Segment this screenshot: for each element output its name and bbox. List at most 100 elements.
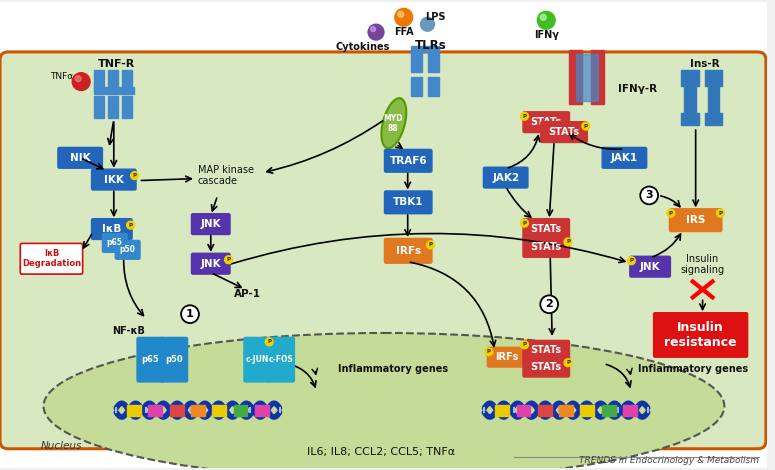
Text: P: P: [522, 114, 526, 119]
Text: P: P: [629, 258, 633, 263]
Circle shape: [628, 257, 635, 265]
Circle shape: [368, 24, 384, 40]
Bar: [680, 113, 698, 125]
Text: c-FOS: c-FOS: [269, 355, 294, 364]
FancyBboxPatch shape: [523, 357, 570, 377]
FancyBboxPatch shape: [541, 122, 587, 142]
Bar: [94, 96, 104, 118]
Text: AP-1: AP-1: [234, 290, 261, 299]
Bar: [255, 405, 269, 415]
Text: P: P: [584, 124, 587, 129]
FancyBboxPatch shape: [602, 148, 646, 168]
Bar: [411, 46, 439, 52]
Text: Nucleus: Nucleus: [40, 441, 82, 451]
Text: p50: p50: [119, 245, 136, 254]
FancyBboxPatch shape: [653, 313, 748, 357]
Text: TNFα: TNFα: [50, 72, 73, 81]
FancyBboxPatch shape: [487, 347, 526, 367]
FancyBboxPatch shape: [244, 337, 270, 382]
Text: TRENDS in Endocrinology & Metabolism: TRENDS in Endocrinology & Metabolism: [579, 456, 759, 465]
FancyBboxPatch shape: [670, 209, 722, 232]
Circle shape: [716, 209, 725, 217]
Text: IκB
Degradation: IκB Degradation: [22, 249, 81, 268]
Text: P: P: [669, 211, 673, 216]
Text: JNK: JNK: [201, 258, 221, 269]
Bar: [149, 405, 162, 415]
Text: STATs: STATs: [531, 242, 562, 252]
Text: LPS: LPS: [425, 12, 446, 22]
Circle shape: [181, 305, 199, 323]
Bar: [122, 70, 132, 89]
FancyBboxPatch shape: [20, 243, 83, 274]
Text: IFNγ: IFNγ: [534, 30, 559, 40]
Text: P: P: [129, 223, 133, 227]
Text: Cytokines: Cytokines: [336, 42, 391, 52]
Text: P: P: [522, 342, 526, 347]
Circle shape: [126, 221, 135, 229]
Text: TBK1: TBK1: [393, 197, 423, 207]
Circle shape: [521, 219, 529, 227]
FancyBboxPatch shape: [91, 219, 132, 239]
FancyBboxPatch shape: [523, 340, 570, 360]
FancyBboxPatch shape: [384, 149, 432, 172]
Circle shape: [540, 14, 546, 20]
Text: P: P: [226, 257, 231, 262]
Text: STATs: STATs: [549, 127, 580, 137]
Bar: [708, 86, 719, 113]
Text: STATs: STATs: [531, 224, 562, 234]
Text: JNK: JNK: [640, 262, 660, 272]
Text: IRFs: IRFs: [495, 352, 518, 362]
Circle shape: [521, 112, 529, 120]
Text: P: P: [267, 339, 271, 345]
Text: c-JUN: c-JUN: [246, 355, 269, 364]
Circle shape: [667, 209, 675, 217]
Text: NIK: NIK: [70, 153, 91, 163]
Bar: [170, 405, 184, 415]
Text: JAK2: JAK2: [492, 172, 519, 183]
Text: MYD
88: MYD 88: [383, 114, 402, 133]
Bar: [538, 405, 552, 415]
Bar: [411, 77, 422, 96]
Text: 3: 3: [646, 190, 653, 200]
Text: P: P: [522, 220, 526, 226]
Circle shape: [75, 76, 81, 82]
Text: p65: p65: [142, 355, 160, 364]
Bar: [559, 405, 573, 415]
Circle shape: [131, 172, 139, 180]
FancyBboxPatch shape: [160, 337, 188, 382]
Circle shape: [564, 359, 572, 367]
Ellipse shape: [43, 333, 725, 470]
Circle shape: [640, 187, 658, 204]
FancyBboxPatch shape: [267, 337, 294, 382]
FancyBboxPatch shape: [191, 214, 230, 235]
Text: NF-κB: NF-κB: [112, 326, 145, 336]
FancyBboxPatch shape: [523, 219, 570, 239]
Ellipse shape: [381, 98, 406, 148]
FancyBboxPatch shape: [102, 234, 127, 252]
Text: P: P: [566, 360, 570, 365]
FancyBboxPatch shape: [484, 167, 528, 188]
Circle shape: [72, 73, 90, 91]
Text: IFNγ-R: IFNγ-R: [618, 84, 658, 94]
Bar: [517, 405, 530, 415]
Bar: [495, 405, 509, 415]
FancyBboxPatch shape: [58, 148, 102, 168]
Circle shape: [582, 122, 590, 130]
Text: MAP kinase
cascade: MAP kinase cascade: [198, 165, 254, 187]
Text: TLRs: TLRs: [415, 39, 446, 52]
Circle shape: [421, 17, 435, 31]
Bar: [122, 96, 132, 118]
Text: FFA: FFA: [394, 27, 414, 37]
Text: TRAF6: TRAF6: [389, 156, 427, 166]
FancyBboxPatch shape: [115, 241, 140, 259]
Text: STATs: STATs: [531, 345, 562, 355]
Text: Ins-R: Ins-R: [690, 59, 719, 69]
Bar: [94, 86, 133, 94]
Text: P: P: [718, 211, 722, 216]
Text: Insulin
resistance: Insulin resistance: [664, 321, 737, 349]
Circle shape: [225, 256, 232, 264]
Bar: [127, 405, 141, 415]
Text: IKK: IKK: [104, 174, 124, 185]
FancyBboxPatch shape: [0, 52, 766, 449]
Bar: [411, 50, 422, 72]
